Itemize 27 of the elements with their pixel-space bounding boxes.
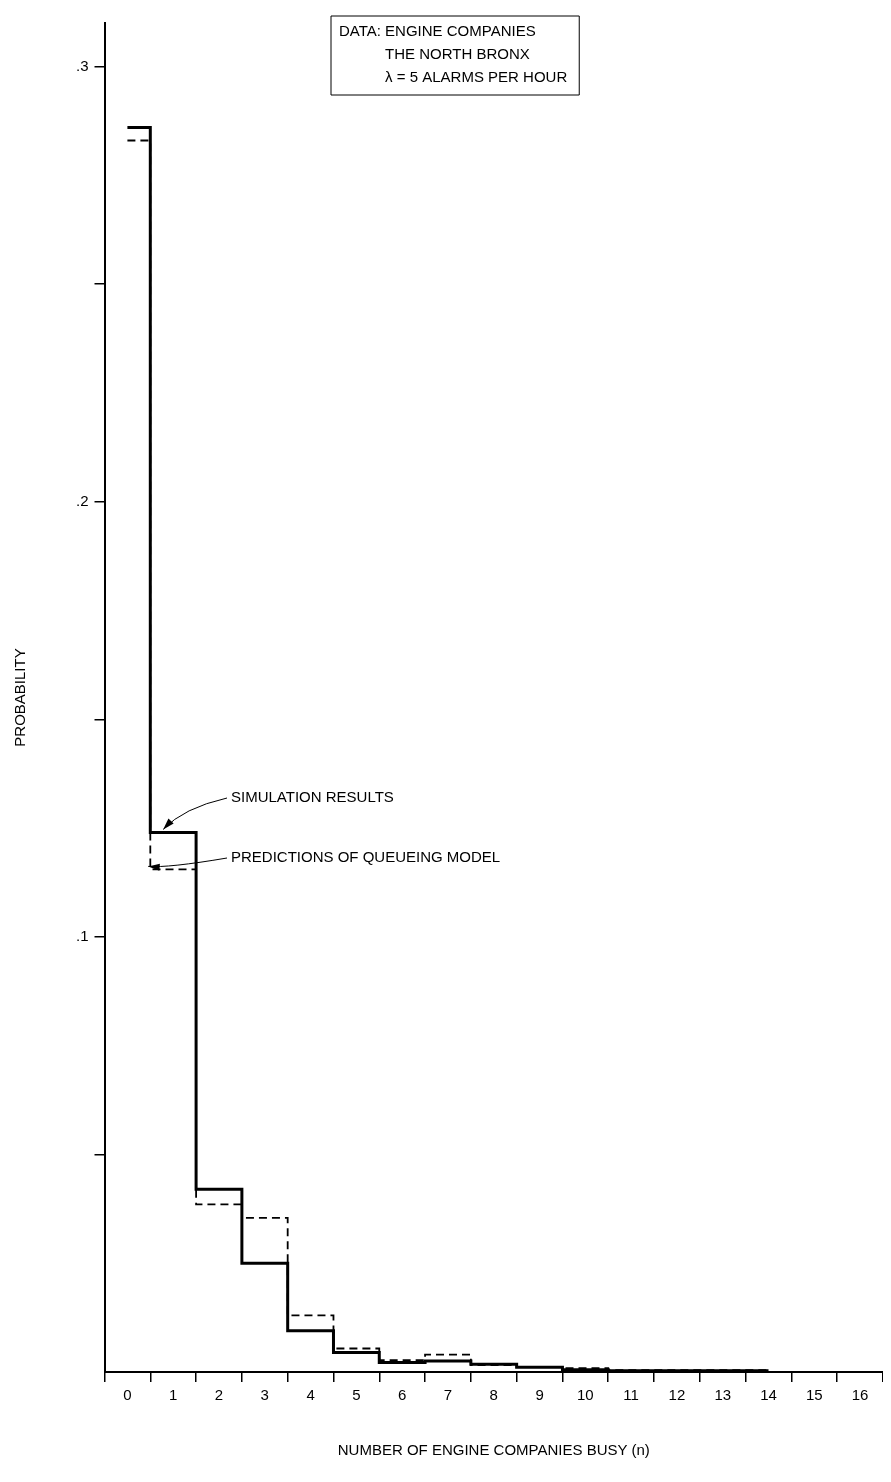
x-tick-label: 12 — [668, 1385, 686, 1403]
x-tick-label: 13 — [714, 1385, 732, 1403]
text: SIMULATION RESULTS — [231, 788, 394, 806]
annotation: DATA: ENGINE COMPANIES — [339, 22, 536, 40]
x-tick-label: 8 — [489, 1385, 498, 1403]
x-tick-label: 14 — [760, 1385, 777, 1403]
y-axis-title: PROBABILITY — [11, 648, 29, 747]
y-tick-label: .2 — [75, 491, 89, 509]
text: PREDICTIONS OF QUEUEING MODEL — [231, 848, 501, 866]
x-tick-label: 6 — [398, 1385, 407, 1403]
x-tick-label: 1 — [169, 1385, 178, 1403]
y-tick-label: .1 — [75, 926, 89, 944]
x-tick-label: 11 — [623, 1385, 639, 1403]
x-axis-title: NUMBER OF ENGINE COMPANIES BUSY (n) — [337, 1441, 650, 1459]
annotation: λ = 5 ALARMS PER HOUR — [385, 68, 568, 86]
x-tick-label: 3 — [260, 1385, 269, 1403]
x-tick-label: 2 — [214, 1385, 224, 1403]
x-tick-label: 5 — [352, 1385, 361, 1403]
annotation: THE NORTH BRONX — [385, 45, 530, 63]
x-tick-label: 4 — [306, 1385, 315, 1403]
y-tick-label: .3 — [75, 56, 89, 74]
x-tick-label: 10 — [577, 1385, 594, 1403]
x-tick-label: 0 — [123, 1385, 132, 1403]
x-tick-label: 16 — [851, 1385, 869, 1403]
x-tick-label: 15 — [805, 1385, 823, 1403]
x-tick-label: 9 — [535, 1385, 544, 1403]
x-tick-label: 7 — [443, 1385, 453, 1403]
